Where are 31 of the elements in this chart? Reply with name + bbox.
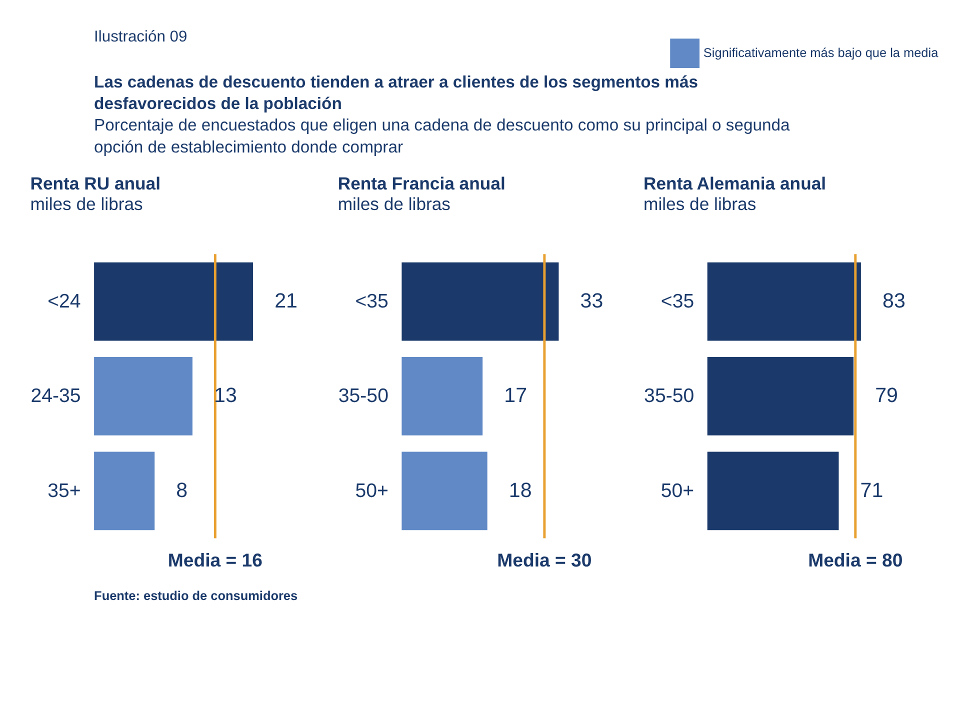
ref-line-label: Media = 80 xyxy=(808,550,903,571)
y-tick-label: 35-50 xyxy=(338,385,389,408)
data-label: 33 xyxy=(580,289,604,312)
data-label: 79 xyxy=(875,384,898,408)
y-tick-label: 35-50 xyxy=(644,385,694,408)
source-note: Fuente: estudio de consumidores xyxy=(94,588,298,604)
data-label: 17 xyxy=(504,384,528,408)
data-label: 8 xyxy=(176,478,188,502)
y-tick-label: 35+ xyxy=(48,480,81,502)
chart-subtitle: miles de libras xyxy=(30,194,144,214)
text: Las cadenas de descuento tienden a atraer a clientes de los segmentos más desfavorecidos de la población xyxy=(94,72,698,114)
y-tick-label: 24-35 xyxy=(30,385,81,408)
data-label: 18 xyxy=(508,478,532,502)
text: Porcentaje de encuestados que eligen una cadena de descuento como su principal o segunda opción de establecimiento donde comprar xyxy=(94,116,791,156)
chart-title: Renta Alemania anual xyxy=(644,173,826,194)
text: Ilustración 09 xyxy=(94,28,188,46)
chart-subtitle: miles de libras xyxy=(644,194,756,214)
y-tick-label: <35 xyxy=(660,290,694,312)
legend-label: Significativamente más bajo que la media xyxy=(703,45,940,60)
data-label: 71 xyxy=(860,478,884,502)
y-tick-label: <24 xyxy=(48,290,81,312)
ref-line-label: Media = 16 xyxy=(168,550,263,571)
y-tick-label: <35 xyxy=(355,290,389,312)
ref-line-label: Media = 30 xyxy=(497,550,592,571)
chart-title: Renta Francia anual xyxy=(338,173,506,194)
y-tick-label: 50+ xyxy=(355,480,388,502)
data-label: 21 xyxy=(274,289,298,312)
data-label: 83 xyxy=(882,289,906,312)
y-tick-label: 50+ xyxy=(660,480,694,502)
chart-title: Renta RU anual xyxy=(30,173,160,194)
chart-subtitle: miles de libras xyxy=(338,194,451,214)
